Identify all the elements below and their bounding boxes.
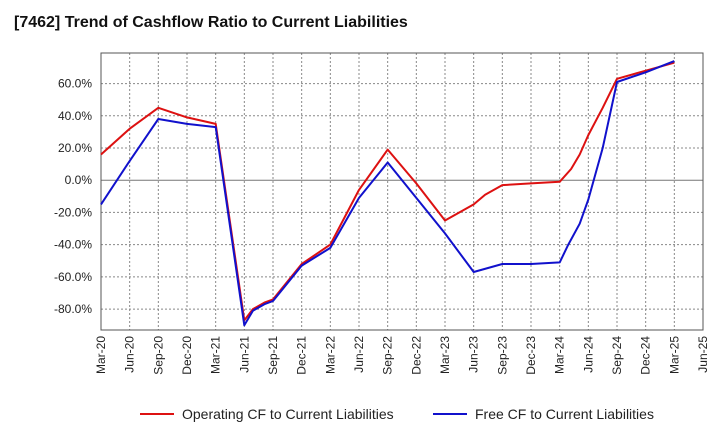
y-tick-label: 0.0% bbox=[65, 173, 93, 187]
y-tick-label: -20.0% bbox=[54, 205, 92, 219]
series-line-free-cf bbox=[100, 60, 675, 327]
x-tick-label: Dec-23 bbox=[524, 336, 538, 375]
x-tick-label: Sep-21 bbox=[266, 336, 280, 375]
x-tick-label: Mar-23 bbox=[438, 336, 452, 374]
y-tick-label: -40.0% bbox=[54, 238, 92, 252]
plot-area bbox=[100, 52, 704, 331]
x-tick-label: Jun-24 bbox=[581, 336, 595, 373]
y-tick-label: -60.0% bbox=[54, 270, 92, 284]
legend-label: Free CF to Current Liabilities bbox=[475, 406, 654, 422]
x-tick-label: Mar-22 bbox=[323, 336, 337, 374]
x-tick-label: Jun-20 bbox=[123, 336, 137, 373]
x-tick-label: Dec-21 bbox=[295, 336, 309, 375]
x-axis-ticks: Mar-20 Jun-20 Sep-20 Dec-20 Mar-21 Jun-21 Sep-… bbox=[94, 336, 710, 375]
x-tick-label: Mar-25 bbox=[667, 336, 681, 374]
y-tick-label: 20.0% bbox=[58, 141, 92, 155]
y-tick-label: 60.0% bbox=[58, 77, 92, 91]
x-tick-label: Sep-20 bbox=[151, 336, 165, 375]
x-tick-label: Dec-20 bbox=[180, 336, 194, 375]
y-axis-ticks: 60.0% 40.0% 20.0% 0.0% -20.0% -40.0% -60.0% -80… bbox=[54, 77, 92, 316]
x-tick-label: Mar-24 bbox=[553, 336, 567, 374]
x-tick-label: Jun-25 bbox=[696, 336, 710, 373]
y-tick-label: 40.0% bbox=[58, 109, 92, 123]
x-tick-label: Sep-23 bbox=[495, 336, 509, 375]
x-tick-label: Dec-24 bbox=[639, 336, 653, 375]
series-layer bbox=[100, 60, 675, 327]
x-tick-label: Dec-22 bbox=[409, 336, 423, 375]
x-tick-label: Jun-22 bbox=[352, 336, 366, 373]
x-tick-label: Jun-23 bbox=[467, 336, 481, 373]
chart-title: [7462] Trend of Cashflow Ratio to Curren… bbox=[14, 14, 408, 31]
x-tick-label: Sep-24 bbox=[610, 336, 624, 375]
x-tick-label: Mar-21 bbox=[209, 336, 223, 374]
y-tick-label: -80.0% bbox=[54, 302, 92, 316]
x-tick-label: Mar-20 bbox=[94, 336, 108, 374]
legend-label: Operating CF to Current Liabilities bbox=[182, 406, 394, 422]
grid-layer bbox=[101, 53, 703, 330]
x-tick-label: Jun-21 bbox=[237, 336, 251, 373]
legend: Operating CF to Current Liabilities Free … bbox=[140, 406, 654, 422]
x-tick-label: Sep-22 bbox=[381, 336, 395, 375]
